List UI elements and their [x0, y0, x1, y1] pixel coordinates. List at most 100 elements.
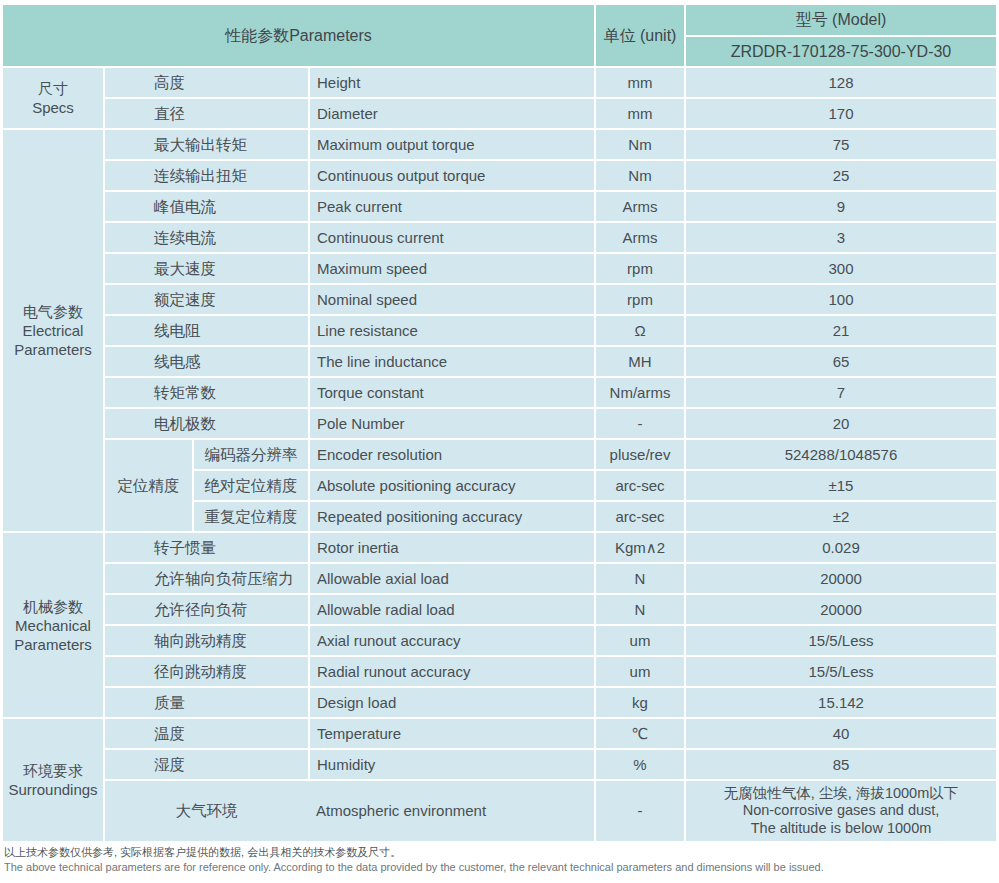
- param-cn: 允许轴向负荷压缩力: [105, 564, 308, 593]
- param-unit: um: [596, 657, 684, 686]
- param-value: 85: [686, 750, 996, 779]
- param-value: 65: [686, 347, 996, 376]
- param-unit: -: [596, 409, 684, 438]
- param-value: 75: [686, 130, 996, 159]
- param-value: 20000: [686, 595, 996, 624]
- param-cn: 额定速度: [105, 285, 308, 314]
- section-specs: 尺寸 Specs: [3, 68, 103, 128]
- param-en: Maximum speed: [310, 254, 594, 283]
- param-cn: 绝对定位精度: [194, 471, 308, 500]
- spec-table: 性能参数Parameters 单位 (unit) 型号 (Model) ZRDD…: [3, 5, 996, 841]
- param-value: ±15: [686, 471, 996, 500]
- param-value: 40: [686, 719, 996, 748]
- param-unit: Arms: [596, 192, 684, 221]
- param-en: Pole Number: [310, 409, 594, 438]
- param-en: Design load: [310, 688, 594, 717]
- param-unit: Nm: [596, 130, 684, 159]
- param-unit: um: [596, 626, 684, 655]
- param-unit: arc-sec: [596, 471, 684, 500]
- param-en: Line resistance: [310, 316, 594, 345]
- param-cn: 连续输出扭矩: [105, 161, 308, 190]
- param-en: Peak current: [310, 192, 594, 221]
- param-atmosphere: 大气环境 Atmospheric environment: [105, 781, 594, 841]
- param-unit: N: [596, 564, 684, 593]
- param-value: 7: [686, 378, 996, 407]
- param-en: Maximum output torque: [310, 130, 594, 159]
- param-cn: 重复定位精度: [194, 502, 308, 531]
- param-cn: 允许径向负荷: [105, 595, 308, 624]
- param-en: Absolute positioning accuracy: [310, 471, 594, 500]
- header-model: 型号 (Model): [686, 5, 996, 35]
- param-value: 0.029: [686, 533, 996, 562]
- param-en: Atmospheric environment: [308, 802, 486, 820]
- param-en: Radial runout accuracy: [310, 657, 594, 686]
- footnote-en: The above technical parameters are for r…: [4, 860, 824, 875]
- param-cn: 直径: [105, 99, 308, 128]
- param-value: 3: [686, 223, 996, 252]
- param-en: Repeated positioning accuracy: [310, 502, 594, 531]
- param-value: 21: [686, 316, 996, 345]
- param-unit: pluse/rev: [596, 440, 684, 469]
- param-value: 524288/1048576: [686, 440, 996, 469]
- section-mechanical: 机械参数 Mechanical Parameters: [3, 533, 103, 717]
- param-value: 15/5/Less: [686, 626, 996, 655]
- param-en: Nominal speed: [310, 285, 594, 314]
- param-value: ±2: [686, 502, 996, 531]
- param-cn: 高度: [105, 68, 308, 97]
- param-unit: rpm: [596, 285, 684, 314]
- param-unit: Nm/arms: [596, 378, 684, 407]
- param-cn: 连续电流: [105, 223, 308, 252]
- header-parameters: 性能参数Parameters: [3, 5, 594, 66]
- param-en: Axial runout accuracy: [310, 626, 594, 655]
- param-unit: Kgm∧2: [596, 533, 684, 562]
- param-unit: kg: [596, 688, 684, 717]
- param-en: Humidity: [310, 750, 594, 779]
- param-unit: mm: [596, 99, 684, 128]
- param-unit: N: [596, 595, 684, 624]
- param-value: 20: [686, 409, 996, 438]
- param-value: 300: [686, 254, 996, 283]
- param-value: 128: [686, 68, 996, 97]
- param-cn: 电机极数: [105, 409, 308, 438]
- param-en: Temperature: [310, 719, 594, 748]
- param-cn: 峰值电流: [105, 192, 308, 221]
- param-cn: 转矩常数: [105, 378, 308, 407]
- param-unit: Arms: [596, 223, 684, 252]
- param-unit: MH: [596, 347, 684, 376]
- param-cn: 转子惯量: [105, 533, 308, 562]
- param-unit: %: [596, 750, 684, 779]
- param-en: Allowable radial load: [310, 595, 594, 624]
- section-surroundings: 环境要求 Surroundings: [3, 719, 103, 841]
- param-value: 9: [686, 192, 996, 221]
- param-cn: 径向跳动精度: [105, 657, 308, 686]
- param-cn: 湿度: [105, 750, 308, 779]
- param-value: 20000: [686, 564, 996, 593]
- param-cn: 质量: [105, 688, 308, 717]
- param-value: 25: [686, 161, 996, 190]
- atmosphere-value-line: The altitude is below 1000m: [751, 820, 932, 838]
- param-en: Rotor inertia: [310, 533, 594, 562]
- param-cn: 大气环境: [105, 802, 308, 820]
- param-cn: 最大输出转矩: [105, 130, 308, 159]
- param-unit: rpm: [596, 254, 684, 283]
- param-en: Continuous output torque: [310, 161, 594, 190]
- param-unit: -: [596, 781, 684, 841]
- param-unit: Nm: [596, 161, 684, 190]
- param-unit: Ω: [596, 316, 684, 345]
- param-value: 15/5/Less: [686, 657, 996, 686]
- subsection-positioning-accuracy: 定位精度: [105, 440, 192, 531]
- param-cn: 线电感: [105, 347, 308, 376]
- atmosphere-value-line: 无腐蚀性气体, 尘埃, 海拔1000m以下: [724, 785, 958, 803]
- param-unit: arc-sec: [596, 502, 684, 531]
- header-unit: 单位 (unit): [596, 5, 684, 66]
- atmosphere-value-line: Non-corrosive gases and dust,: [743, 802, 940, 820]
- param-cn: 编码器分辨率: [194, 440, 308, 469]
- param-en: Height: [310, 68, 594, 97]
- param-value: 170: [686, 99, 996, 128]
- param-en: Torque constant: [310, 378, 594, 407]
- param-cn: 线电阻: [105, 316, 308, 345]
- param-cn: 最大速度: [105, 254, 308, 283]
- param-value: 无腐蚀性气体, 尘埃, 海拔1000m以下 Non-corrosive gase…: [686, 781, 996, 841]
- param-en: Continuous current: [310, 223, 594, 252]
- param-en: Encoder resolution: [310, 440, 594, 469]
